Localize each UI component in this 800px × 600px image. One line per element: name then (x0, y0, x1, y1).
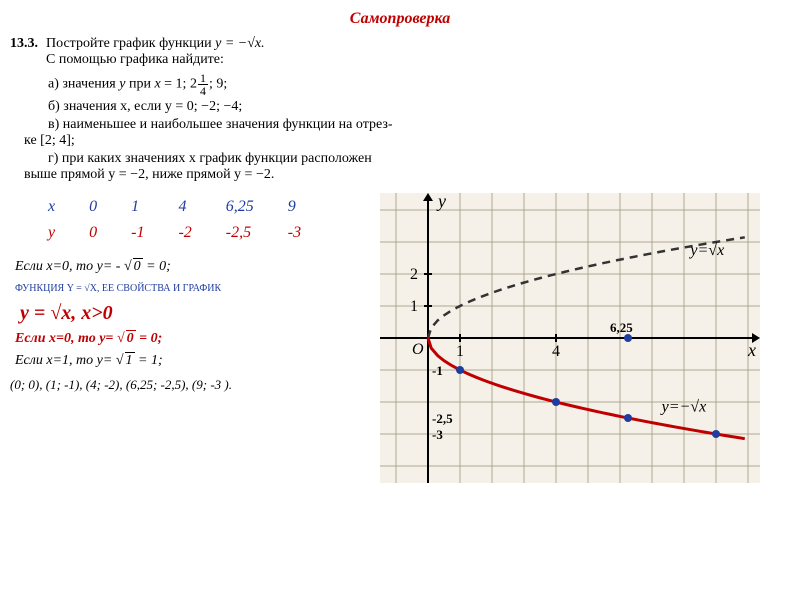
left-column: x 0 1 4 6,25 9 y 0 -1 -2 -2,5 -3 Если x=… (10, 193, 380, 483)
blue-caption: Функция y = √x, ее свойства и график (15, 283, 380, 294)
stmt3: Если x=1, то y= 1 = 1; (15, 353, 380, 369)
svg-text:y: y (436, 193, 446, 211)
svg-text:2: 2 (410, 266, 418, 283)
table-row-x: x 0 1 4 6,25 9 (32, 195, 317, 219)
sub-d2: выше прямой y = −2, ниже прямой y = −2. (24, 167, 790, 183)
svg-text:x: x (747, 340, 756, 360)
x-label: x (32, 195, 71, 219)
prob-line1a: Постройте график функции (46, 36, 215, 51)
sub-a-5: = 1; 2 (164, 77, 197, 92)
table-row-y: y 0 -1 -2 -2,5 -3 (32, 221, 317, 245)
sub-a-x: x (154, 77, 160, 92)
svg-text:y=−√x: y=−√x (660, 399, 707, 416)
stmt3c: = 1; (135, 353, 163, 368)
fraction: 14 (198, 72, 208, 97)
x0: 0 (73, 195, 113, 219)
stmt1a: Если x=0, то y= - (15, 259, 124, 274)
page-title: Самопроверка (10, 10, 790, 28)
stmt3a: Если x=1, то y= (15, 353, 116, 368)
sub-a-6: ; 9; (209, 77, 227, 92)
y1: -1 (115, 221, 160, 245)
stmt2: Если x=0, то y= 0 = 0; (15, 331, 380, 347)
stmt1c: = 0; (143, 259, 171, 274)
svg-text:6,25: 6,25 (610, 320, 633, 335)
problem-block: 13.3. Постройте график функции y = −√x. … (10, 36, 790, 68)
coords-list: (0; 0), (1; -1), (4; -2), (6,25; -2,5), … (10, 377, 380, 393)
problem-number: 13.3. (10, 36, 38, 52)
svg-text:-2,5: -2,5 (432, 411, 453, 426)
function-chart: y x O 1 4 1 2 y=√x y=−√x 6,25 -1 -2,5-3 (380, 193, 760, 483)
svg-text:-3: -3 (432, 427, 443, 442)
sub-d1: г) при каких значениях x график функции … (48, 151, 790, 167)
prob-line2: С помощью графика найдите: (46, 52, 224, 67)
x3: 6,25 (210, 195, 270, 219)
content-row: x 0 1 4 6,25 9 y 0 -1 -2 -2,5 -3 Если x=… (10, 193, 790, 483)
x4: 9 (272, 195, 317, 219)
y3: -2,5 (210, 221, 270, 245)
sub-a-3: при (129, 77, 154, 92)
problem-text: Постройте график функции y = −√x. С помо… (46, 36, 790, 68)
x2: 4 (162, 195, 207, 219)
y-label: y (32, 221, 71, 245)
sub-b: б) значения x, если y = 0; −2; −4; (48, 99, 790, 115)
y2: -2 (162, 221, 207, 245)
sub-a-y: y (119, 77, 125, 92)
sub-a: а) значения y при x = 1; 214; 9; (48, 72, 790, 97)
y0: 0 (73, 221, 113, 245)
right-column: y x O 1 4 1 2 y=√x y=−√x 6,25 -1 -2,5-3 (380, 193, 790, 483)
radical-icon (116, 353, 124, 368)
radical-icon (117, 331, 125, 346)
svg-text:y=√x: y=√x (688, 242, 724, 259)
svg-text:1: 1 (410, 298, 418, 315)
svg-text:4: 4 (552, 343, 560, 360)
radical-icon (124, 259, 132, 274)
stmt1b: 0 (133, 258, 143, 274)
sub-c1: в) наименьшее и наибольшее значения функ… (48, 117, 790, 133)
svg-text:1: 1 (456, 343, 464, 360)
sub-c2: ке [2; 4]; (24, 133, 790, 149)
sub-a-1: а) значения (48, 77, 119, 92)
stmt1: Если x=0, то y= - 0 = 0; (15, 259, 380, 275)
stmt2a: Если x=0, то y= (15, 331, 117, 346)
main-equation: y = √x, x>0 (20, 302, 380, 325)
frac-den: 4 (198, 85, 208, 97)
svg-text:-1: -1 (432, 363, 443, 378)
stmt2b: 0 (126, 330, 136, 346)
prob-line1b: y = −√x. (215, 36, 265, 51)
x1: 1 (115, 195, 160, 219)
stmt3b: 1 (125, 352, 135, 368)
stmt2c: = 0; (136, 331, 163, 346)
svg-text:O: O (412, 341, 424, 358)
y4: -3 (272, 221, 317, 245)
xy-table: x 0 1 4 6,25 9 y 0 -1 -2 -2,5 -3 (30, 193, 319, 247)
